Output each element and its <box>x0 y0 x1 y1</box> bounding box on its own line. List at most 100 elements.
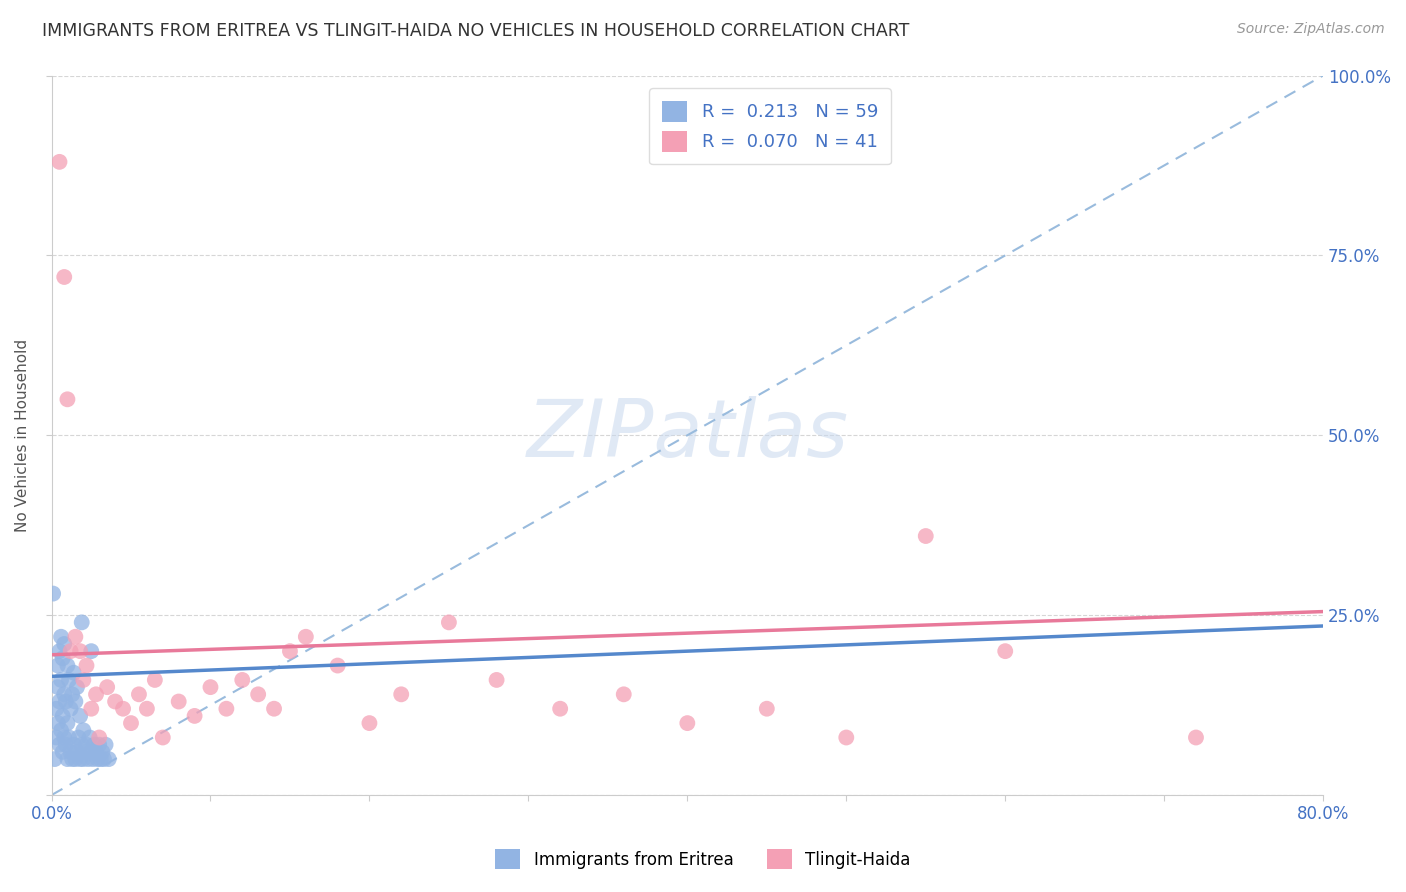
Point <box>56 658 79 673</box>
Point <box>295 630 318 644</box>
Point <box>84 745 107 759</box>
Point <box>80 745 103 759</box>
Point <box>69 644 91 658</box>
Point <box>613 687 636 701</box>
Point <box>263 702 285 716</box>
Point <box>73 745 96 759</box>
Point <box>46 680 69 694</box>
Point <box>48 154 70 169</box>
Point <box>167 694 190 708</box>
Point <box>72 673 94 687</box>
Point <box>59 702 82 716</box>
Point <box>77 752 100 766</box>
Point <box>143 673 166 687</box>
Point <box>994 644 1017 658</box>
Point <box>44 752 66 766</box>
Point <box>69 752 91 766</box>
Point <box>86 752 108 766</box>
Point <box>49 673 72 687</box>
Point <box>45 731 67 745</box>
Point <box>183 709 205 723</box>
Point <box>46 658 69 673</box>
Point <box>48 738 70 752</box>
Point <box>56 752 79 766</box>
Point <box>65 752 87 766</box>
Point <box>835 731 858 745</box>
Point <box>58 673 80 687</box>
Point <box>485 673 508 687</box>
Point <box>53 731 76 745</box>
Point <box>79 731 101 745</box>
Point <box>80 702 103 716</box>
Point <box>66 680 89 694</box>
Point <box>76 738 98 752</box>
Point <box>94 738 117 752</box>
Point <box>80 644 103 658</box>
Point <box>89 731 111 745</box>
Point <box>548 702 571 716</box>
Point <box>72 723 94 738</box>
Point <box>62 738 84 752</box>
Legend: Immigrants from Eritrea, Tlingit-Haida: Immigrants from Eritrea, Tlingit-Haida <box>485 838 921 880</box>
Text: Source: ZipAtlas.com: Source: ZipAtlas.com <box>1237 22 1385 37</box>
Text: ZIPatlas: ZIPatlas <box>526 396 848 475</box>
Point <box>135 702 157 716</box>
Point <box>70 738 93 752</box>
Point <box>60 687 83 701</box>
Point <box>326 658 349 673</box>
Point <box>90 752 112 766</box>
Point <box>69 709 91 723</box>
Point <box>914 529 936 543</box>
Point <box>65 630 87 644</box>
Point <box>437 615 460 630</box>
Point <box>56 392 79 407</box>
Point <box>49 723 72 738</box>
Point <box>60 752 83 766</box>
Point <box>52 651 75 665</box>
Point <box>48 694 70 708</box>
Point <box>56 716 79 731</box>
Point <box>676 716 699 731</box>
Legend: R =  0.213   N = 59, R =  0.070   N = 41: R = 0.213 N = 59, R = 0.070 N = 41 <box>650 88 890 164</box>
Point <box>97 752 120 766</box>
Point <box>59 644 82 658</box>
Point <box>89 738 111 752</box>
Point <box>755 702 778 716</box>
Point <box>42 586 65 600</box>
Point <box>128 687 150 701</box>
Point <box>46 716 69 731</box>
Point <box>96 680 118 694</box>
Point <box>278 644 301 658</box>
Point <box>120 716 142 731</box>
Point <box>82 752 104 766</box>
Point <box>359 716 381 731</box>
Point <box>59 745 82 759</box>
Point <box>67 731 90 745</box>
Point <box>83 738 105 752</box>
Point <box>76 658 98 673</box>
Point <box>55 738 77 752</box>
Point <box>152 731 174 745</box>
Point <box>91 745 114 759</box>
Point <box>104 694 127 708</box>
Point <box>53 637 76 651</box>
Point <box>65 694 87 708</box>
Point <box>62 665 84 680</box>
Point <box>112 702 135 716</box>
Point <box>1185 731 1208 745</box>
Point <box>231 673 253 687</box>
Point <box>200 680 222 694</box>
Point <box>66 745 89 759</box>
Point <box>215 702 238 716</box>
Point <box>53 270 76 285</box>
Text: IMMIGRANTS FROM ERITREA VS TLINGIT-HAIDA NO VEHICLES IN HOUSEHOLD CORRELATION CH: IMMIGRANTS FROM ERITREA VS TLINGIT-HAIDA… <box>42 22 910 40</box>
Point <box>389 687 412 701</box>
Point <box>72 752 94 766</box>
Y-axis label: No Vehicles in Household: No Vehicles in Household <box>15 339 30 532</box>
Point <box>55 694 77 708</box>
Point <box>53 687 76 701</box>
Point <box>52 709 75 723</box>
Point <box>84 687 107 701</box>
Point <box>70 615 93 630</box>
Point <box>48 644 70 658</box>
